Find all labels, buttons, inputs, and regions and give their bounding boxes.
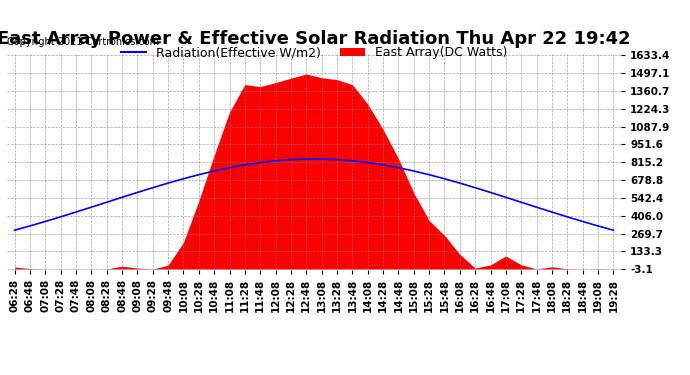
Title: East Array Power & Effective Solar Radiation Thu Apr 22 19:42: East Array Power & Effective Solar Radia… <box>0 30 631 48</box>
Text: Copyright 2021 Cartronics.com: Copyright 2021 Cartronics.com <box>7 37 159 47</box>
Legend: Radiation(Effective W/m2), East Array(DC Watts): Radiation(Effective W/m2), East Array(DC… <box>116 41 512 64</box>
